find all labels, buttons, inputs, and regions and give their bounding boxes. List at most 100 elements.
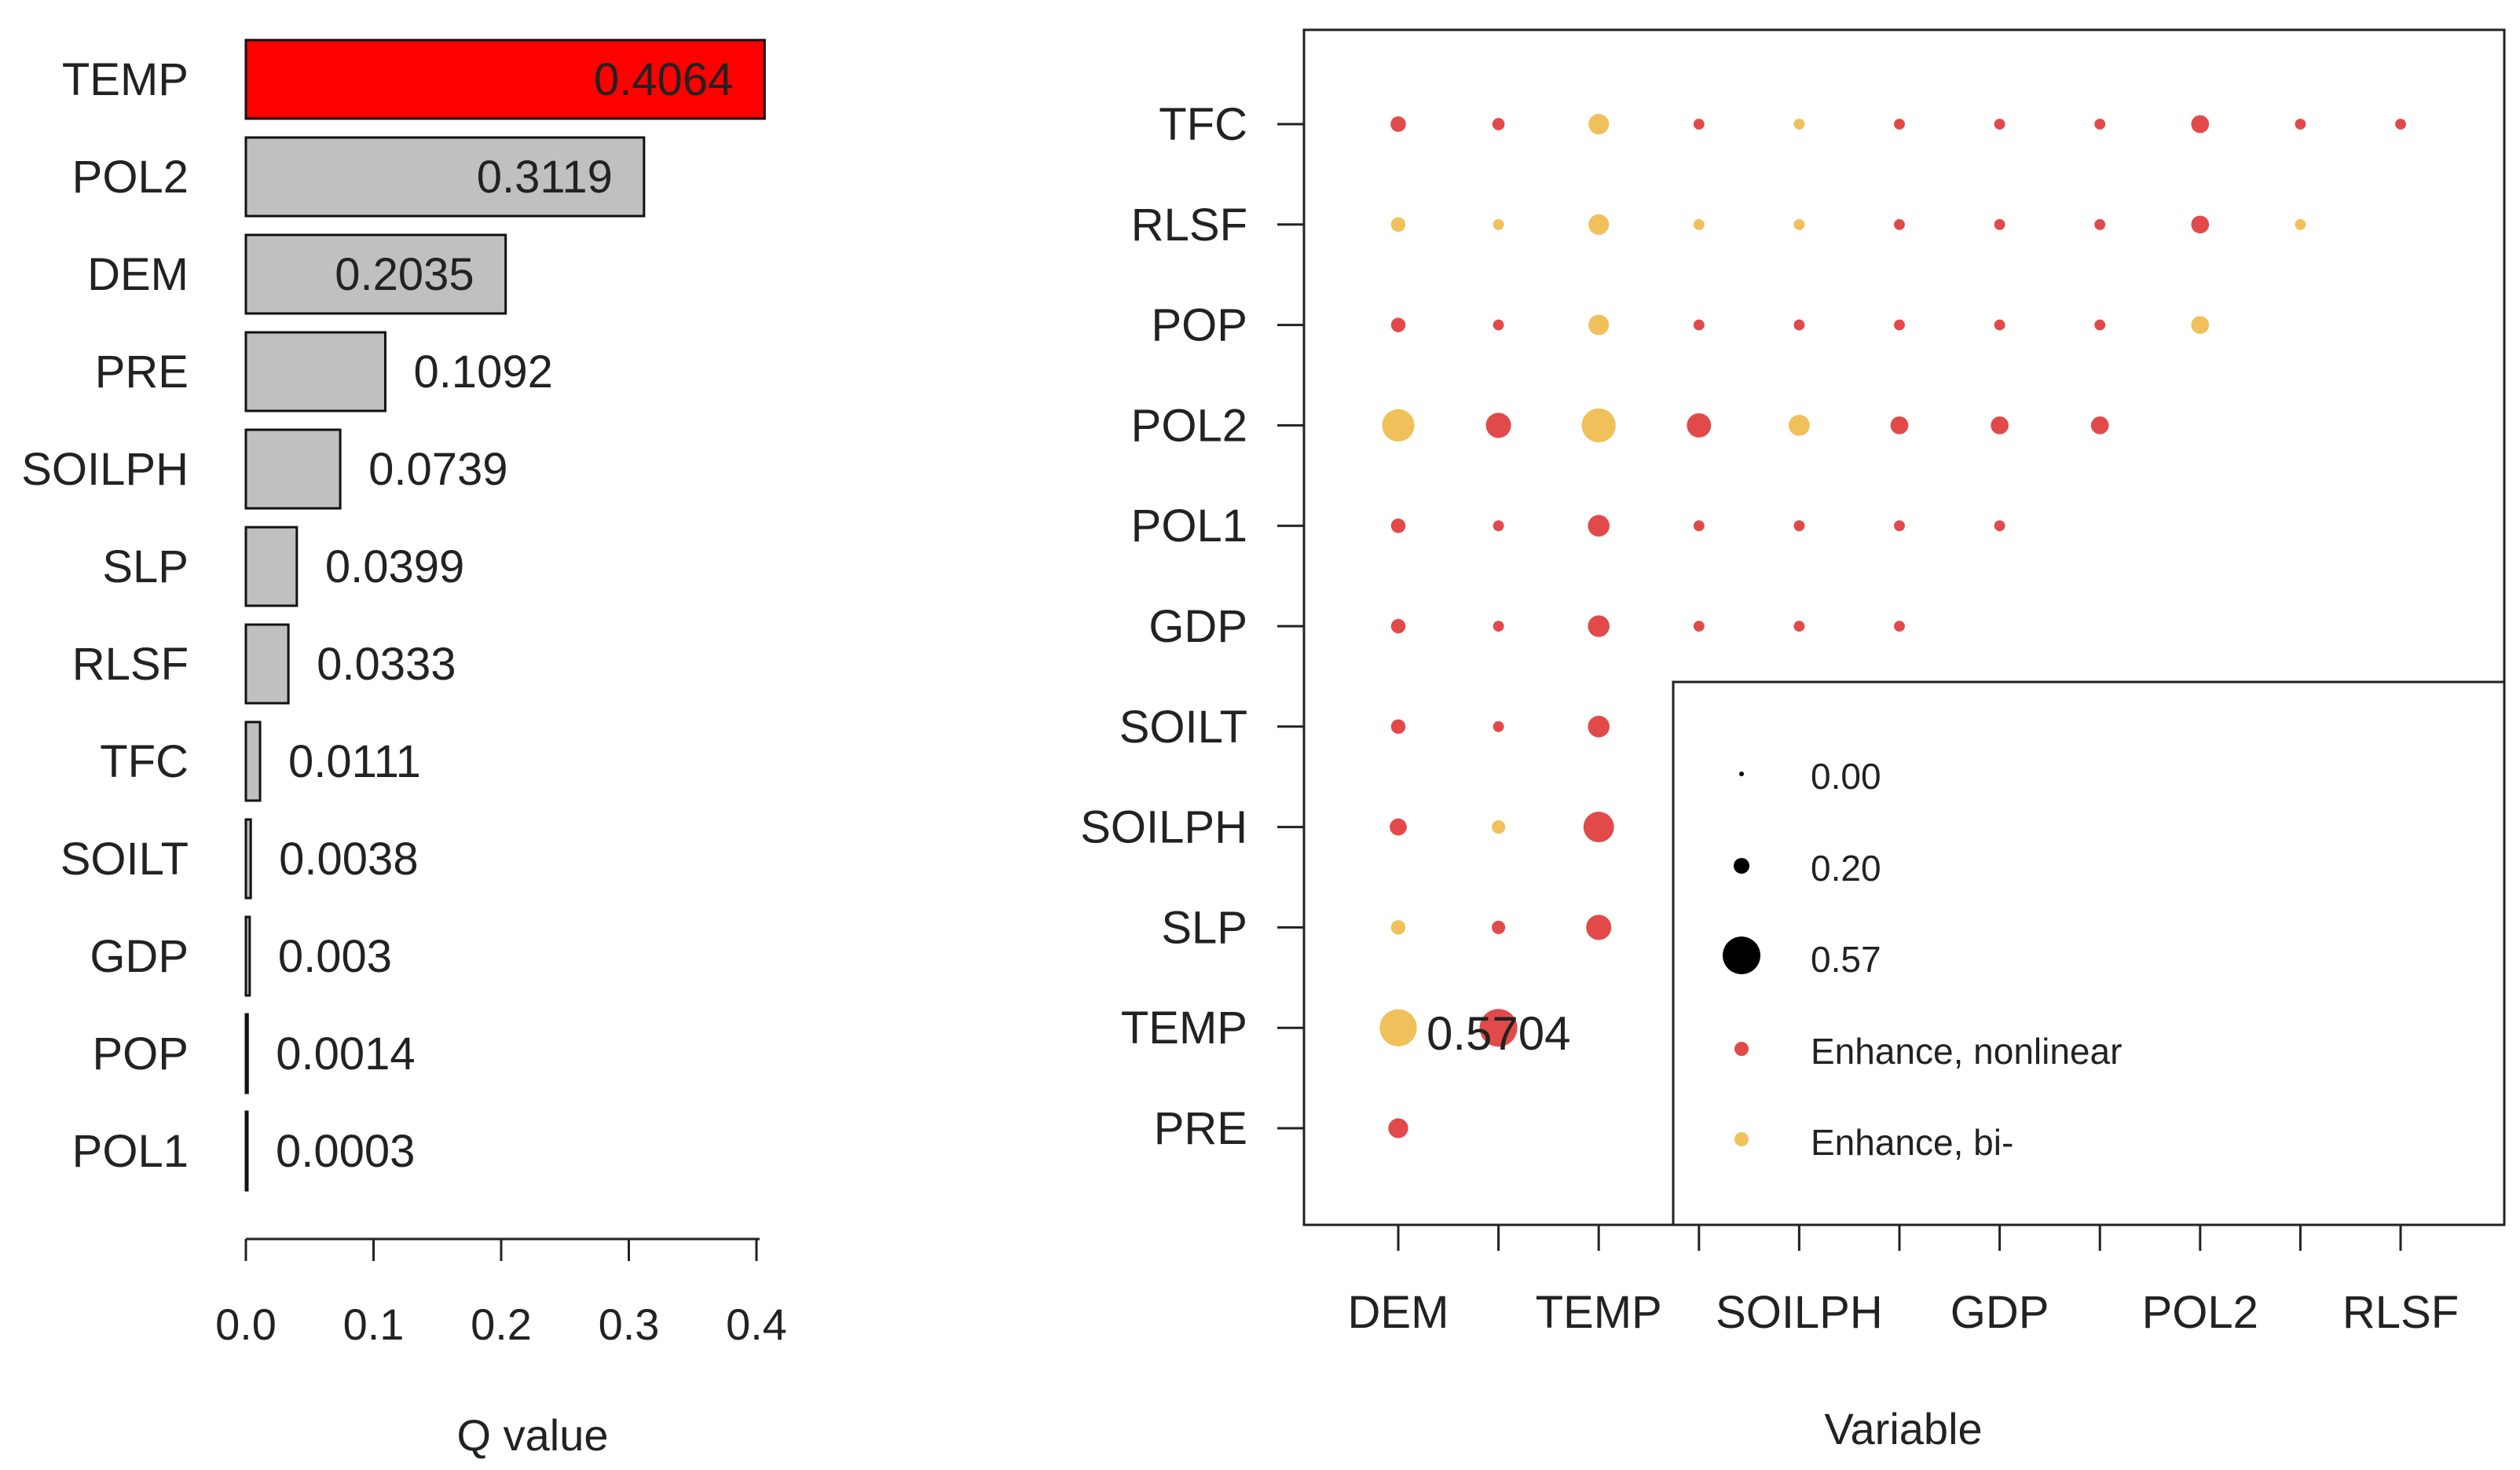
point-soilt-dem <box>1390 719 1406 735</box>
point-rlsf-gdp <box>1994 218 2005 230</box>
point-rlsf-pop <box>2295 218 2306 230</box>
legend-nonlinear-marker <box>1734 1042 1749 1056</box>
point-temp-pre <box>1479 1009 1518 1047</box>
point-pol2-slp <box>1687 412 1712 438</box>
bar-value-pre: 0.1092 <box>413 346 552 398</box>
point-pol1-soilph <box>1793 520 1805 532</box>
point-pop-dem <box>1390 317 1406 332</box>
point-gdp-dem <box>1390 618 1406 634</box>
y-axis: TFC RLSF POP POL2 POL1 GDP SOILT SOILPH SLP TEMP P… <box>1080 99 1304 1154</box>
bar-category-pre: PRE <box>95 346 189 398</box>
point-soilt-temp <box>1588 716 1610 738</box>
bar-category-gdp: GDP <box>90 931 189 982</box>
point-gdp-soilt <box>1894 621 1905 632</box>
point-soilt-pre <box>1493 720 1504 732</box>
max-value-label: 0.5704 <box>1427 1007 1571 1060</box>
bar-gdp <box>244 915 251 997</box>
x-axis: DEM TEMP SOILPH GDP POL2 RLSF <box>1348 1225 2459 1338</box>
legend-size-0.20-marker <box>1734 858 1749 874</box>
point-slp-temp <box>1586 915 1612 940</box>
point-tfc-soilph <box>1793 119 1805 130</box>
bar-temp <box>244 38 766 120</box>
point-gdp-slp <box>1693 621 1705 632</box>
x-tick-label-gdp: GDP <box>1950 1287 2049 1338</box>
x-tick-label-soilph: SOILPH <box>1716 1287 1883 1338</box>
y-tick-label-pop: POP <box>1152 300 1248 351</box>
y-tick-label-temp: TEMP <box>1121 1003 1247 1054</box>
point-tfc-gdp <box>1994 119 2005 130</box>
point-rlsf-pol1 <box>2094 218 2106 230</box>
x-tick-label-temp: TEMP <box>1536 1287 1662 1338</box>
x-tick-label-pol2: POL2 <box>2142 1287 2258 1338</box>
point-temp-dem <box>1379 1009 1417 1047</box>
y-tick-label-rlsf: RLSF <box>1131 200 1247 251</box>
bar-value-slp: 0.0399 <box>325 541 464 592</box>
bar-dem <box>244 233 507 315</box>
q-value-bar-chart: TEMP 0.4064 POL2 0.3119 DEM 0.2035 PRE 0.1092 SO… <box>21 38 787 1460</box>
bar-pol1 <box>244 1110 249 1192</box>
point-pol2-gdp <box>1991 416 2009 434</box>
x-tick-label-0.1: 0.1 <box>343 1300 405 1349</box>
point-tfc-pol1 <box>2094 119 2106 130</box>
y-tick-label-soilph: SOILPH <box>1080 802 1247 853</box>
point-gdp-temp <box>1588 615 1610 637</box>
point-pol2-soilph <box>1788 414 1810 436</box>
point-rlsf-pol2 <box>2191 215 2210 234</box>
bar-category-pol1: POL1 <box>72 1126 189 1177</box>
bar-value-gdp: 0.003 <box>278 931 392 982</box>
bar-pre <box>244 331 386 412</box>
bar-category-pol2: POL2 <box>72 152 189 203</box>
point-slp-dem <box>1390 920 1406 935</box>
legend-box <box>1672 680 2506 1226</box>
bar-value-pol1: 0.0003 <box>276 1126 415 1177</box>
legend-size-0.57-label: 0.57 <box>1811 939 1881 980</box>
bar-category-tfc: TFC <box>100 736 189 787</box>
point-pop-pol2 <box>2191 316 2210 334</box>
legend-nonlinear-label: Enhance, nonlinear <box>1811 1031 2122 1072</box>
bar-category-rlsf: RLSF <box>72 639 189 690</box>
point-pol2-dem <box>1382 409 1415 442</box>
x-axis-title: Q value <box>457 1410 609 1460</box>
bar-value-pop: 0.0014 <box>276 1028 415 1080</box>
interaction-points <box>1379 113 2406 1138</box>
point-pop-soilph <box>1793 319 1805 331</box>
legend: 0.00 0.20 0.57 Enhance, nonlinear Enhanc… <box>1672 680 2506 1226</box>
x-tick-label-dem: DEM <box>1348 1287 1449 1338</box>
point-pol1-dem <box>1390 518 1406 533</box>
point-soilph-dem <box>1390 818 1407 836</box>
point-soilph-temp <box>1583 812 1614 843</box>
y-tick-label-soilt: SOILT <box>1119 702 1247 753</box>
bar-pol2 <box>244 136 646 218</box>
bar-category-slp: SLP <box>102 541 189 592</box>
point-rlsf-soilt <box>1894 218 1905 230</box>
point-rlsf-temp <box>1588 214 1610 235</box>
point-pol1-pre <box>1493 520 1504 532</box>
bar-slp <box>244 526 299 607</box>
x-tick-label-rlsf: RLSF <box>2342 1287 2459 1338</box>
interaction-bubble-chart: TFC RLSF POP POL2 POL1 GDP SOILT SOILPH SLP TEMP P… <box>1080 28 2506 1454</box>
legend-size-0.00-label: 0.00 <box>1811 756 1881 797</box>
point-pop-pre <box>1493 319 1504 331</box>
point-tfc-pre <box>1492 118 1505 130</box>
point-pol1-soilt <box>1894 520 1905 532</box>
bar-value-pol2: 0.3119 <box>477 152 613 203</box>
y-tick-label-tfc: TFC <box>1159 99 1247 150</box>
point-gdp-pre <box>1493 621 1504 632</box>
point-pol1-gdp <box>1994 520 2005 532</box>
point-tfc-dem <box>1390 116 1406 132</box>
point-tfc-soilt <box>1894 119 1905 130</box>
bar-value-soilph: 0.0739 <box>368 444 507 495</box>
point-tfc-pop <box>2295 119 2306 130</box>
point-rlsf-soilph <box>1793 218 1805 230</box>
x-tick-label-0.0: 0.0 <box>215 1300 277 1349</box>
bar-category-soilph: SOILPH <box>21 444 189 495</box>
bar-category-soilt: SOILT <box>60 834 189 885</box>
x-tick-label-0.3: 0.3 <box>599 1300 660 1349</box>
point-pol2-soilt <box>1890 416 1909 434</box>
bar-soilph <box>244 428 342 510</box>
point-slp-pre <box>1492 920 1506 934</box>
point-pol1-slp <box>1693 520 1705 532</box>
point-rlsf-pre <box>1493 218 1504 230</box>
bar-rlsf <box>244 623 290 705</box>
